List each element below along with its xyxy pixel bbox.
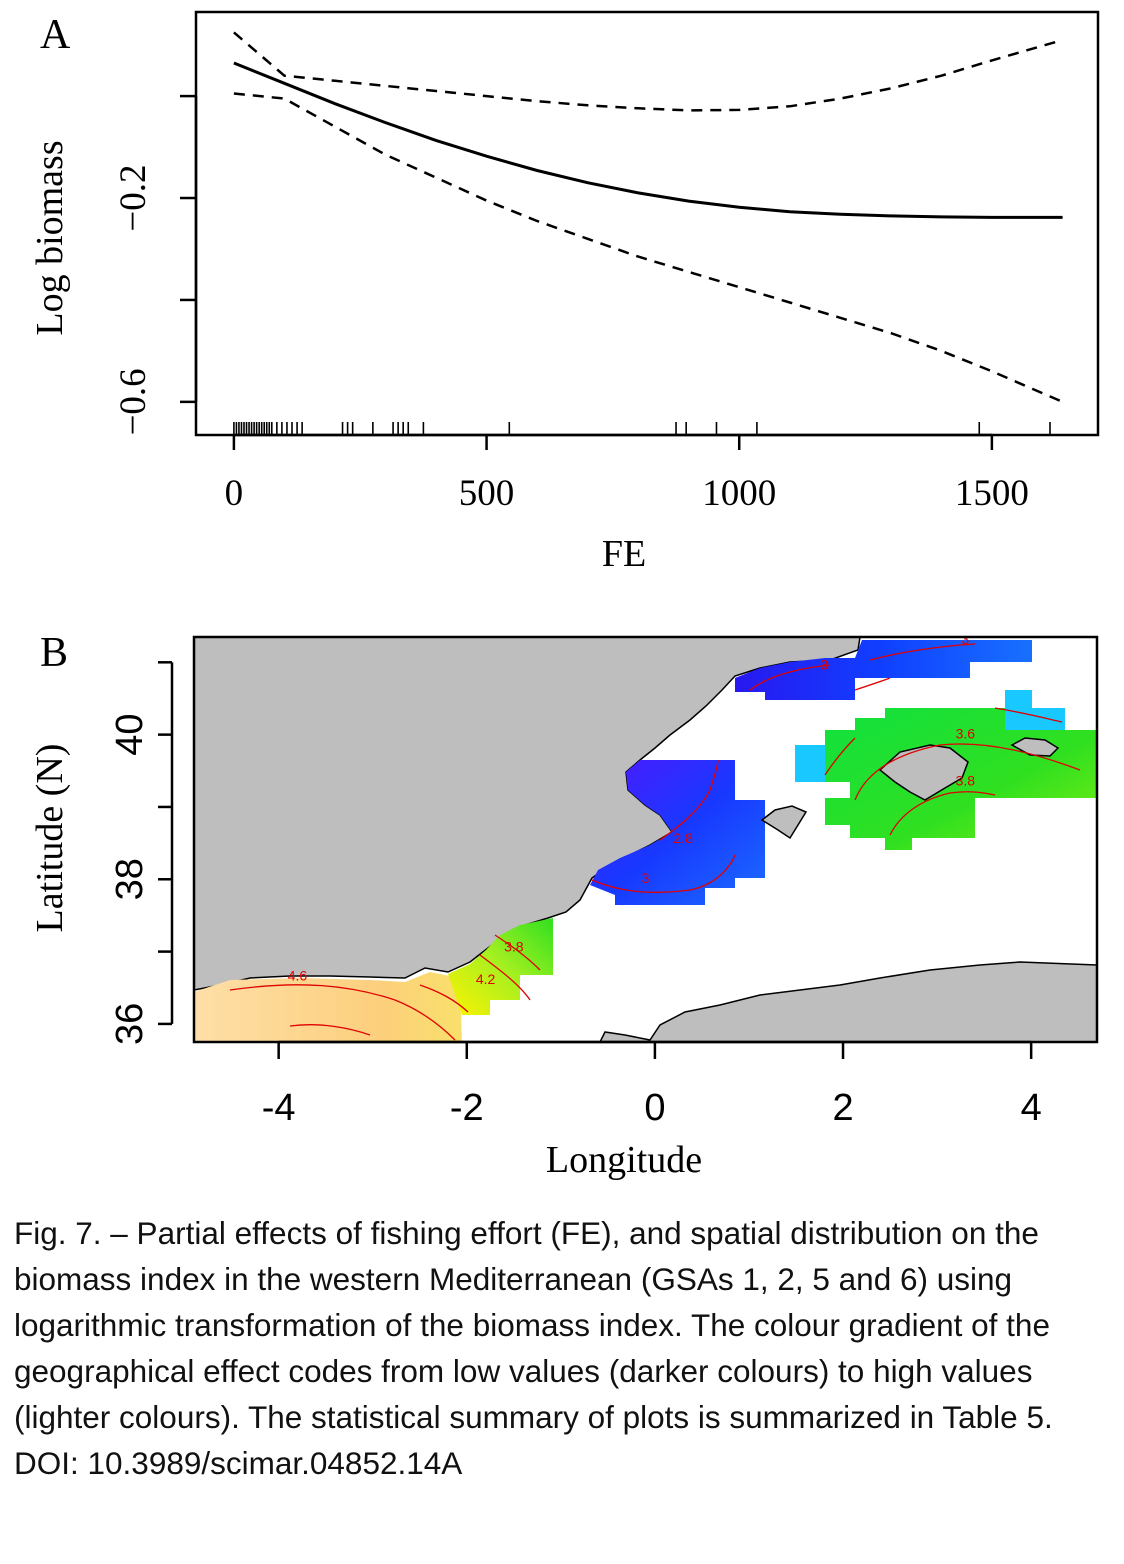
cells-alboran-yellow <box>448 918 553 1015</box>
panel-a-frame <box>194 10 1100 437</box>
x-tick-label: 1000 <box>702 473 776 514</box>
panel-a-y-axis: −0.2 −0.6 <box>113 94 198 435</box>
ibiza <box>760 805 808 840</box>
panel-a-x-label: FE <box>602 533 646 575</box>
panel-a-curves <box>233 31 1064 404</box>
panel-b-y-label: Latitude (N) <box>29 744 71 933</box>
y-tick-label: 36 <box>109 1003 151 1045</box>
panel-a-x-axis: 0 500 1000 1500 <box>225 433 1029 514</box>
cells-alboran <box>194 972 462 1042</box>
contour-label: 2.8 <box>673 830 693 846</box>
contour-label: 3.8 <box>956 772 976 788</box>
panel-b: B <box>29 630 1099 1181</box>
series-fit-line <box>233 61 1063 219</box>
x-tick-label: -4 <box>262 1087 296 1129</box>
x-tick-label: 500 <box>459 473 515 514</box>
figure-caption: Fig. 7. – Partial effects of fishing eff… <box>14 1215 1053 1481</box>
mallorca <box>878 744 969 801</box>
contour-labels: 4.6 4.2 3.8 3 2.8 3 3 3.6 3.8 <box>288 631 976 987</box>
y-tick-label: −0.6 <box>113 368 154 435</box>
x-tick-label: 0 <box>225 473 244 514</box>
figure: A 0 500 1000 1500 −0.2 −0.6 FE Log biomass B <box>29 10 1100 1181</box>
x-tick-label: -2 <box>450 1087 484 1129</box>
panel-b-x-label: Longitude <box>546 1139 702 1181</box>
series-lower-line <box>233 92 1064 404</box>
panel-b-x-axis: -4 -2 0 2 4 <box>262 1040 1042 1129</box>
panel-b-label: B <box>40 630 68 676</box>
y-tick-label: 40 <box>109 713 151 755</box>
contour-label: 3 <box>642 870 650 886</box>
contour-label: 3 <box>820 657 828 673</box>
series-upper-line <box>233 31 1063 112</box>
map-area: 4.6 4.2 3.8 3 2.8 3 3 3.6 3.8 <box>194 631 1097 1042</box>
menorca <box>1010 737 1060 757</box>
x-tick-label: 0 <box>644 1087 665 1129</box>
panel-a-y-label: Log biomass <box>29 140 71 335</box>
cells-catalonia <box>735 640 1032 700</box>
y-tick-label: 38 <box>109 858 151 900</box>
panel-b-y-axis: 36 38 40 <box>109 661 174 1045</box>
panel-a: A 0 500 1000 1500 −0.2 −0.6 FE Log biomass <box>29 10 1100 575</box>
contour-label: 3.8 <box>504 939 524 955</box>
contour-label: 3.6 <box>956 725 976 741</box>
panel-a-rug <box>233 422 1051 435</box>
contour-label: 3 <box>961 631 969 647</box>
x-tick-label: 4 <box>1021 1087 1042 1129</box>
x-tick-label: 2 <box>832 1087 853 1129</box>
africa-land <box>599 961 1097 1042</box>
cells-balearic-cyan <box>795 690 1065 782</box>
y-tick-label: −0.2 <box>113 164 154 231</box>
contour-label: 4.2 <box>476 971 496 987</box>
contour-lines <box>229 643 1081 1041</box>
panel-a-label: A <box>40 12 71 58</box>
contour-label: 4.6 <box>288 968 308 984</box>
x-tick-label: 1500 <box>955 473 1029 514</box>
cells-valencia <box>590 760 765 905</box>
